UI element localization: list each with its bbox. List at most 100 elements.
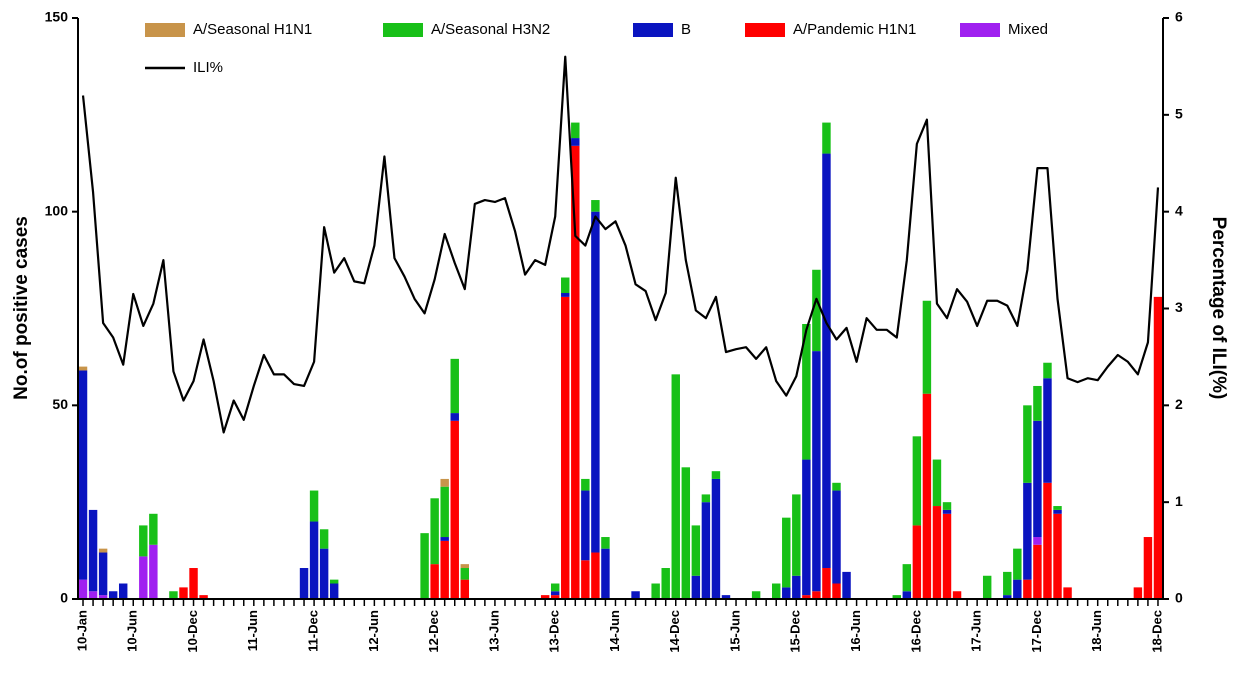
y2-tick-label: 5 bbox=[1175, 106, 1183, 122]
bar-segment bbox=[701, 494, 711, 503]
legend-label: A/Seasonal H3N2 bbox=[431, 21, 550, 38]
bar-segment bbox=[601, 548, 610, 599]
legend-swatch bbox=[745, 23, 785, 37]
bar-segment bbox=[78, 370, 88, 580]
bar-segment bbox=[440, 486, 449, 538]
y2-tick-label: 0 bbox=[1175, 590, 1183, 606]
bar-segment bbox=[571, 138, 580, 146]
y-tick-label: 150 bbox=[45, 9, 69, 25]
y-tick-label: 50 bbox=[52, 396, 68, 412]
x-tick-label: 15-Dec bbox=[788, 610, 803, 653]
bar-segment bbox=[902, 564, 912, 592]
legend-label: B bbox=[681, 21, 691, 38]
bar-segment bbox=[711, 478, 721, 599]
legend-label: A/Seasonal H1N1 bbox=[193, 21, 312, 38]
y2-tick-label: 1 bbox=[1175, 493, 1183, 509]
bar-segment bbox=[550, 595, 560, 599]
bar-segment bbox=[88, 509, 98, 592]
bar-segment bbox=[309, 521, 319, 599]
x-tick-label: 18-Dec bbox=[1149, 610, 1164, 653]
bar-segment bbox=[1033, 544, 1042, 599]
y-axis-title: No.of positive cases bbox=[11, 216, 32, 400]
bar-segment bbox=[149, 544, 158, 599]
y2-tick-label: 6 bbox=[1175, 9, 1183, 25]
bar-segment bbox=[721, 595, 731, 599]
bar-segment bbox=[1053, 509, 1062, 514]
bar-segment bbox=[631, 591, 640, 599]
bar-segment bbox=[1043, 362, 1052, 379]
y2-tick-label: 2 bbox=[1175, 396, 1183, 412]
legend-label: ILI% bbox=[193, 59, 223, 76]
bar-segment bbox=[792, 494, 801, 576]
bar-segment bbox=[329, 579, 339, 584]
bar-segment bbox=[581, 478, 590, 491]
bar-segment bbox=[782, 517, 791, 588]
bar-segment bbox=[189, 568, 198, 599]
bar-segment bbox=[671, 374, 680, 599]
bar-segment bbox=[601, 537, 610, 549]
bar-segment bbox=[591, 552, 600, 599]
bar-segment bbox=[1133, 587, 1143, 599]
x-tick-label: 15-Jun bbox=[727, 610, 742, 652]
bar-segment bbox=[430, 498, 439, 565]
legend-swatch bbox=[633, 23, 673, 37]
bar-segment bbox=[199, 595, 208, 599]
x-tick-label: 10-Dec bbox=[185, 610, 200, 653]
bar-segment bbox=[782, 587, 791, 599]
bar-segment bbox=[771, 583, 781, 599]
legend-swatch bbox=[383, 23, 423, 37]
bar-segment bbox=[139, 556, 148, 599]
x-tick-label: 14-Jun bbox=[607, 610, 622, 652]
bar-segment bbox=[942, 513, 952, 599]
bar-segment bbox=[822, 153, 831, 569]
bar-segment bbox=[912, 436, 922, 526]
bar-segment bbox=[1033, 420, 1042, 538]
bar-segment bbox=[561, 277, 570, 294]
bar-segment bbox=[1033, 537, 1042, 545]
bar-segment bbox=[932, 506, 942, 599]
bar-segment bbox=[1143, 537, 1153, 599]
bar-segment bbox=[1033, 385, 1042, 421]
bar-segment bbox=[711, 471, 721, 479]
bar-segment bbox=[78, 366, 88, 371]
x-tick-label: 14-Dec bbox=[667, 610, 682, 653]
x-tick-label: 11-Dec bbox=[306, 610, 321, 652]
bar-segment bbox=[329, 583, 339, 599]
bar-segment bbox=[149, 513, 158, 545]
bar-segment bbox=[581, 490, 590, 561]
y2-tick-label: 3 bbox=[1175, 299, 1183, 315]
bar-segment bbox=[591, 211, 600, 553]
x-tick-label: 16-Dec bbox=[908, 610, 923, 653]
bar-segment bbox=[420, 533, 429, 599]
bar-segment bbox=[299, 568, 309, 599]
bar-segment bbox=[792, 575, 801, 599]
bar-segment bbox=[691, 575, 701, 599]
bar-segment bbox=[812, 591, 821, 599]
bar-segment bbox=[952, 591, 962, 599]
bar-segment bbox=[932, 459, 942, 507]
bar-segment bbox=[450, 413, 459, 421]
bar-segment bbox=[1153, 296, 1163, 599]
bar-segment bbox=[802, 323, 811, 460]
bar-segment bbox=[1063, 587, 1072, 599]
bar-segment bbox=[88, 591, 98, 599]
bar-segment bbox=[169, 591, 178, 599]
bar-segment bbox=[842, 571, 851, 599]
bar-segment bbox=[571, 122, 580, 139]
bar-segment bbox=[802, 595, 811, 599]
x-tick-label: 17-Jun bbox=[969, 610, 984, 652]
x-tick-label: 12-Dec bbox=[426, 610, 441, 653]
bar-segment bbox=[319, 529, 329, 549]
x-tick-label: 16-Jun bbox=[848, 610, 863, 652]
bar-segment bbox=[118, 583, 128, 599]
bar-segment bbox=[832, 490, 841, 584]
bar-segment bbox=[751, 591, 761, 599]
bar-segment bbox=[902, 591, 912, 599]
bar-segment bbox=[1013, 579, 1022, 599]
bar-segment bbox=[912, 525, 922, 599]
legend-swatch bbox=[960, 23, 1000, 37]
x-tick-label: 10-Jan bbox=[74, 610, 89, 651]
bar-segment bbox=[98, 552, 108, 596]
bar-segment bbox=[892, 595, 901, 599]
